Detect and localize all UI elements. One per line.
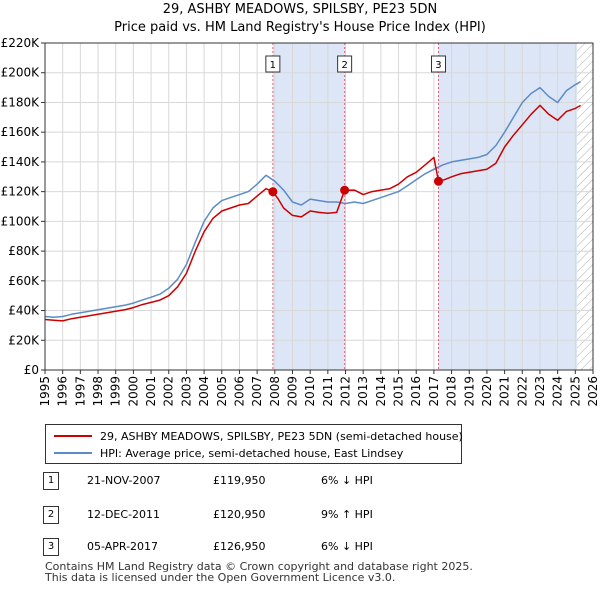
- x-tick-label: 2010: [303, 376, 317, 407]
- x-tick-label: 2024: [551, 376, 565, 407]
- x-tick-label: 1999: [109, 376, 123, 407]
- footer-line-1: Contains HM Land Registry data © Crown c…: [45, 560, 473, 573]
- sale-row: 2 12-DEC-2011 £120,950 9% ↑ HPI: [43, 506, 503, 526]
- x-tick-label: 2023: [533, 376, 547, 407]
- sale-number-badge: 3: [43, 538, 59, 556]
- sale-row: 1 21-NOV-2007 £119,950 6% ↓ HPI: [43, 472, 503, 492]
- sale-marker-label: 3: [435, 60, 441, 71]
- x-tick-label: 1995: [38, 376, 52, 407]
- forecast-hatch: [577, 43, 593, 370]
- sale-marker-box: [265, 55, 281, 73]
- x-tick-label: 1998: [91, 376, 105, 407]
- y-tick-label: £160K: [1, 125, 41, 139]
- x-tick-label: 2000: [126, 376, 140, 407]
- legend-label-property: 29, ASHBY MEADOWS, SPILSBY, PE23 5DN (se…: [100, 429, 463, 443]
- sale-price: £120,950: [213, 508, 266, 521]
- sale-hpi-diff: 6% ↓ HPI: [321, 540, 373, 553]
- x-tick-label: 2021: [498, 376, 512, 407]
- y-tick-label: £40K: [8, 304, 40, 318]
- shaded-period: [272, 43, 345, 370]
- y-tick-label: £200K: [1, 66, 41, 80]
- y-tick-label: £100K: [1, 214, 41, 228]
- plot-frame: [44, 42, 594, 371]
- sale-marker-label: 2: [341, 60, 347, 71]
- x-tick-label: 2005: [215, 376, 229, 407]
- footer-line-2: This data is licensed under the Open Gov…: [45, 571, 396, 584]
- sale-marker-box: [337, 55, 353, 73]
- x-tick-label: 2014: [374, 376, 388, 407]
- x-tick-label: 2015: [392, 376, 406, 407]
- footer-attribution: Contains HM Land Registry data © Crown c…: [45, 561, 473, 583]
- sale-point: [268, 187, 278, 197]
- x-tick-label: 1996: [56, 376, 70, 407]
- sale-price: £126,950: [213, 540, 266, 553]
- x-tick-label: 2026: [586, 376, 600, 407]
- x-tick-label: 2012: [339, 376, 353, 407]
- sale-hpi-diff: 9% ↑ HPI: [321, 508, 373, 521]
- y-tick-label: £140K: [1, 155, 41, 169]
- series-line-hpi: [45, 80, 581, 318]
- legend-item-hpi: HPI: Average price, semi-detached house,…: [54, 445, 403, 461]
- x-tick-label: 2003: [179, 376, 193, 407]
- x-tick-label: 2006: [232, 376, 246, 407]
- x-tick-label: 2011: [321, 376, 335, 407]
- sale-price: £119,950: [213, 474, 266, 487]
- x-tick-label: 2013: [356, 376, 370, 407]
- chart-legend: 29, ASHBY MEADOWS, SPILSBY, PE23 5DN (se…: [45, 424, 463, 464]
- y-tick-label: £180K: [1, 95, 41, 109]
- chart-title: 29, ASHBY MEADOWS, SPILSBY, PE23 5DN: [162, 2, 438, 17]
- x-tick-label: 2025: [568, 376, 582, 407]
- y-tick-label: £0: [24, 363, 39, 377]
- x-tick-label: 2008: [268, 376, 282, 407]
- y-tick-label: £120K: [1, 185, 41, 199]
- sale-number-badge: 2: [43, 506, 59, 524]
- chart-subtitle: Price paid vs. HM Land Registry's House …: [114, 20, 486, 35]
- y-tick-label: £80K: [8, 244, 40, 258]
- legend-label-hpi: HPI: Average price, semi-detached house,…: [100, 446, 404, 460]
- sale-date: 12-DEC-2011: [87, 508, 161, 521]
- legend-item-property: 29, ASHBY MEADOWS, SPILSBY, PE23 5DN (se…: [54, 428, 463, 444]
- shaded-period: [438, 43, 578, 370]
- x-tick-label: 2020: [480, 376, 494, 407]
- x-tick-label: 2004: [197, 376, 211, 407]
- y-tick-label: £20K: [8, 333, 40, 347]
- x-tick-label: 2009: [285, 376, 299, 407]
- y-tick-label: £60K: [8, 274, 40, 288]
- x-tick-label: 2002: [162, 376, 176, 407]
- x-tick-label: 2022: [515, 376, 529, 407]
- sale-date: 21-NOV-2007: [87, 474, 161, 487]
- series-line-property: [45, 104, 581, 322]
- x-tick-label: 2016: [409, 376, 423, 407]
- price-chart: £0 £20K £40K £60K £80K £100K £120K £140K £160K £1…: [1, 36, 600, 407]
- sale-point: [340, 185, 350, 195]
- sale-row: 3 05-APR-2017 £126,950 6% ↓ HPI: [43, 538, 503, 558]
- sale-marker-box: [430, 55, 446, 73]
- legend-swatch-hpi: [54, 452, 92, 454]
- sale-point: [433, 176, 443, 186]
- x-tick-label: 2001: [144, 376, 158, 407]
- sale-date: 05-APR-2017: [87, 540, 159, 553]
- x-tick-label: 2018: [445, 376, 459, 407]
- sale-number-badge: 1: [43, 472, 59, 490]
- x-tick-label: 1997: [73, 376, 87, 407]
- y-tick-label: £220K: [1, 36, 41, 50]
- x-tick-label: 2019: [462, 376, 476, 407]
- x-tick-label: 2007: [250, 376, 264, 407]
- sale-marker-label: 1: [270, 60, 276, 71]
- x-tick-label: 2017: [427, 376, 441, 407]
- sale-hpi-diff: 6% ↓ HPI: [321, 474, 373, 487]
- legend-swatch-property: [54, 435, 92, 437]
